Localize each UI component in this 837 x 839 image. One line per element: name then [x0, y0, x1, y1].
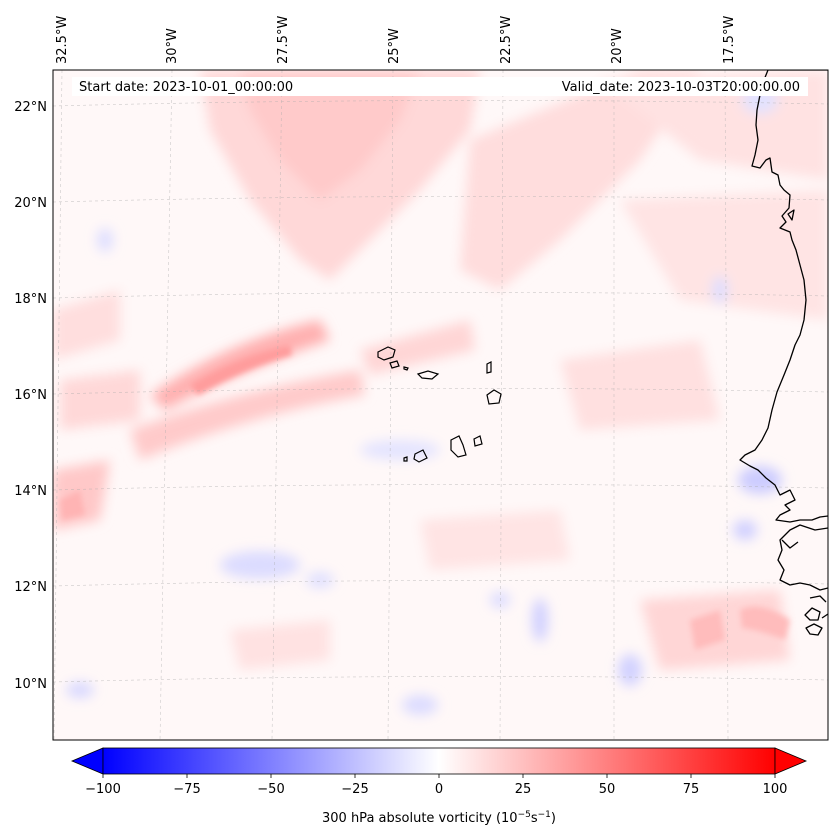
longitude-labels: 32.5°W 30°W 27.5°W 25°W 22.5°W 20°W 17.5… — [55, 16, 737, 64]
lon-label-20w: 20°W — [610, 28, 625, 64]
lat-label-16n: 16°N — [14, 388, 47, 403]
island-maio — [473, 435, 483, 447]
vorticity-field-detail — [60, 345, 790, 650]
colorbar-gradient — [102, 747, 776, 775]
island-boa-vista — [486, 389, 502, 405]
colorbar-max-extend — [774, 747, 808, 775]
cbar-tick-label: 50 — [599, 782, 616, 797]
colorbar-ticks — [102, 774, 776, 778]
island-fogo — [413, 449, 428, 463]
island-santo-antao — [377, 346, 396, 361]
cbar-tick-label: −75 — [173, 782, 200, 797]
gridlines — [53, 70, 828, 740]
cape-verde-islands — [377, 346, 502, 463]
start-date-box — [72, 77, 320, 96]
cbar-tick-label: 75 — [683, 782, 700, 797]
lon-label-32-5w: 32.5°W — [55, 16, 70, 64]
cbar-tick-label: −100 — [85, 782, 121, 797]
lon-label-25w: 25°W — [387, 28, 402, 64]
valid-date-label: Valid_date: 2023-10-03T20:00:00.00 — [562, 80, 800, 95]
lat-label-22n: 22°N — [14, 100, 47, 115]
lat-label-10n: 10°N — [14, 677, 47, 692]
lon-label-22-5w: 22.5°W — [499, 16, 514, 64]
island-sal — [486, 361, 492, 374]
lon-label-17-5w: 17.5°W — [722, 16, 737, 64]
colorbar-tick-labels: −100 −75 −50 −25 0 25 50 75 100 — [85, 782, 787, 797]
map-frame — [52, 69, 829, 741]
cbar-tick-label: −25 — [341, 782, 368, 797]
island-santiago — [450, 435, 467, 458]
cbar-tick-label: −50 — [257, 782, 284, 797]
latitude-labels: 22°N 20°N 18°N 16°N 14°N 12°N 10°N — [14, 100, 47, 692]
colorbar: −100 −75 −50 −25 0 25 50 75 100 300 hPa … — [70, 747, 808, 826]
cbar-tick-label: 0 — [435, 782, 443, 797]
lat-label-18n: 18°N — [14, 292, 47, 307]
island-sao-vicente — [389, 360, 400, 369]
island-brava — [403, 456, 408, 462]
island-santa-luzia — [403, 366, 409, 371]
lon-label-30w: 30°W — [165, 28, 180, 64]
colorbar-label: 300 hPa absolute vorticity (10−5s−1) — [322, 810, 556, 826]
lon-label-27-5w: 27.5°W — [276, 16, 291, 64]
lat-label-12n: 12°N — [14, 580, 47, 595]
start-date-label: Start date: 2023-10-01_00:00:00 — [79, 80, 293, 95]
valid-date-box — [310, 77, 808, 96]
vorticity-field — [53, 70, 828, 715]
cbar-tick-label: 100 — [763, 782, 788, 797]
lat-label-14n: 14°N — [14, 484, 47, 499]
african-coastline — [739, 70, 828, 636]
cbar-tick-label: 25 — [515, 782, 532, 797]
island-sao-nicolau — [416, 370, 440, 380]
lat-label-20n: 20°N — [14, 196, 47, 211]
colorbar-min-extend — [70, 747, 104, 775]
map-panel: Start date: 2023-10-01_00:00:00 Valid_da… — [53, 70, 828, 740]
